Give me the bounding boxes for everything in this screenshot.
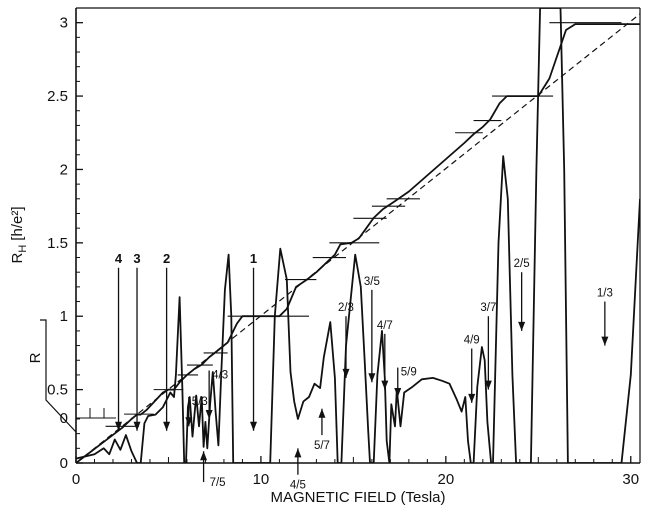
y-axis-title-subscript: H [17, 245, 29, 253]
annotation-arrow-head [200, 451, 208, 461]
tick-marks [75, 22, 632, 464]
annotation-2: 2 [163, 251, 170, 431]
x-axis-title: MAGNETIC FIELD (Tesla) [270, 489, 445, 506]
secondary-y-axis-title: R [27, 352, 44, 363]
annotation-arrow-head [342, 368, 350, 378]
annotation-label: 3/7 [480, 302, 496, 314]
annotation-label: 2 [163, 251, 170, 266]
annotation-arrow-head [484, 380, 492, 390]
x-tick-label: 30 [622, 471, 639, 488]
series-classical-hall-line [76, 13, 640, 463]
annotation-arrow-head [368, 373, 376, 383]
annotation-arrow-head [381, 380, 389, 390]
annotation-arrow-head [518, 321, 526, 331]
annotation-label: 4/3 [212, 370, 228, 382]
annotation-2-5: 2/5 [514, 258, 530, 331]
annotation-label: 5/9 [401, 367, 417, 379]
series-group [76, 8, 640, 463]
annotation-arrow-head [318, 408, 326, 418]
annotation-label: 5/3 [192, 396, 208, 408]
y-tick-label: 2 [60, 161, 68, 178]
annotation-1-3: 1/3 [597, 288, 613, 346]
annotation-label: 2/3 [338, 302, 354, 314]
annotation-3-7: 3/7 [480, 302, 496, 390]
secondary-y-axis-bracket [40, 319, 77, 433]
annotation-label: 3/5 [364, 276, 380, 288]
filling-factor-annotations: 4 3 2 1 5/3 4/3 7/5 4/5 5/7 2/3 3/5 4/7 5/9 4/9 3/7 2/5… [115, 251, 613, 492]
annotation-arrow-head [294, 448, 302, 458]
annotation-3: 3 [133, 251, 141, 431]
annotation-label: 4/9 [464, 335, 480, 347]
annotation-arrow-head [250, 421, 258, 431]
plateau-marks [105, 22, 622, 427]
y-tick-label: 0.5 [47, 382, 68, 399]
annotation-arrow-head [133, 421, 141, 431]
annotation-arrow-head [115, 421, 123, 431]
annotation-2-3: 2/3 [338, 302, 354, 378]
annotation-arrow-head [185, 417, 193, 427]
annotation-label: 5/7 [314, 440, 330, 452]
annotation-1: 1 [250, 251, 257, 431]
annotation-arrow-head [468, 393, 476, 403]
x-tick-label: 10 [253, 471, 270, 488]
annotation-label: 3 [133, 251, 140, 266]
x-tick-label: 20 [437, 471, 454, 488]
annotation-label: 1/3 [597, 288, 613, 300]
annotation-label: 1 [250, 251, 257, 266]
series-hall-resistance [76, 23, 640, 463]
annotation-4-5: 4/5 [290, 448, 306, 492]
y-tick-label: 0 [60, 455, 68, 472]
y-tick-label: 3 [60, 15, 68, 32]
annotation-label: 7/5 [210, 477, 226, 489]
y-axis-title: RH [h/e²] [9, 207, 29, 264]
annotation-5-9: 5/9 [394, 367, 417, 397]
annotation-arrow-head [163, 421, 171, 431]
annotation-label: 4 [115, 251, 123, 266]
annotation-4: 4 [115, 251, 123, 431]
series-longitudinal-resistance [76, 8, 640, 463]
annotation-4-3: 4/3 [205, 370, 228, 419]
annotation-5-7: 5/7 [314, 408, 330, 452]
y-tick-label: 1 [60, 308, 68, 325]
annotation-label: 4/5 [290, 480, 306, 492]
annotation-label: 4/7 [377, 320, 393, 332]
annotation-5-3: 5/3 [185, 396, 208, 427]
x-tick-label: 0 [72, 471, 80, 488]
annotation-4-7: 4/7 [377, 320, 393, 390]
annotation-7-5: 7/5 [200, 451, 226, 489]
annotation-label: 2/5 [514, 258, 530, 270]
y-tick-label: 2.5 [47, 88, 68, 105]
y-tick-label: 1.5 [47, 235, 68, 252]
y-axis-title-main: R [9, 252, 26, 263]
annotation-arrow-head [394, 387, 402, 397]
annotation-4-9: 4/9 [464, 335, 480, 403]
y-axis-title-unit: [h/e²] [9, 207, 26, 241]
annotation-3-5: 3/5 [364, 276, 380, 383]
axes-frame [75, 7, 641, 464]
annotation-arrow-head [601, 336, 609, 346]
annotation-arrow-head [205, 409, 213, 419]
